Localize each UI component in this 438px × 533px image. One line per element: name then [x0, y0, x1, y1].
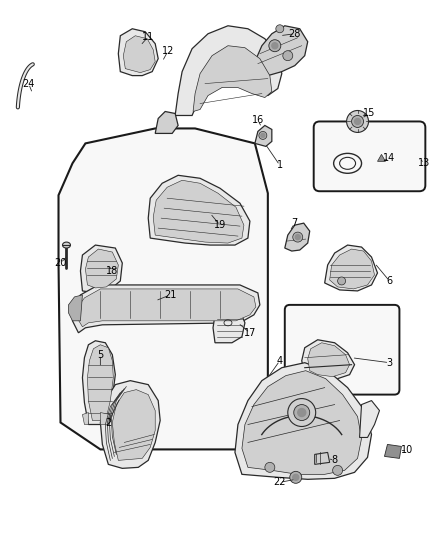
Polygon shape [302, 340, 355, 379]
Text: 28: 28 [289, 29, 301, 39]
Text: 10: 10 [401, 446, 413, 455]
Text: 6: 6 [386, 276, 392, 286]
Polygon shape [255, 125, 272, 147]
Text: 22: 22 [274, 478, 286, 487]
Text: 20: 20 [54, 258, 67, 268]
Circle shape [265, 462, 275, 472]
Polygon shape [213, 308, 245, 343]
Polygon shape [85, 249, 118, 288]
Circle shape [288, 399, 316, 426]
Text: 8: 8 [332, 455, 338, 465]
Text: 24: 24 [22, 78, 35, 88]
Text: 21: 21 [164, 290, 177, 300]
Circle shape [272, 43, 278, 49]
Polygon shape [88, 345, 113, 421]
Text: 16: 16 [252, 116, 264, 125]
Circle shape [332, 465, 343, 475]
Polygon shape [385, 445, 401, 458]
Circle shape [293, 232, 303, 242]
Polygon shape [118, 29, 158, 76]
Polygon shape [81, 245, 122, 293]
Ellipse shape [63, 242, 71, 248]
Polygon shape [148, 175, 250, 245]
Polygon shape [252, 26, 308, 78]
Polygon shape [124, 36, 155, 72]
Polygon shape [360, 401, 379, 438]
Circle shape [346, 110, 368, 132]
Circle shape [293, 474, 299, 480]
Circle shape [290, 471, 302, 483]
Polygon shape [77, 289, 256, 327]
Circle shape [295, 235, 300, 240]
Polygon shape [175, 26, 282, 116]
Polygon shape [308, 343, 350, 377]
Polygon shape [100, 413, 110, 424]
Polygon shape [314, 453, 330, 464]
Polygon shape [242, 370, 361, 474]
Polygon shape [82, 341, 115, 424]
Polygon shape [325, 245, 378, 291]
Text: 15: 15 [364, 109, 376, 118]
Text: 2: 2 [105, 417, 112, 427]
Polygon shape [112, 390, 155, 461]
Text: 11: 11 [142, 32, 154, 42]
Text: 1: 1 [277, 160, 283, 171]
Text: 12: 12 [162, 46, 174, 55]
Circle shape [261, 133, 265, 138]
Text: 3: 3 [386, 358, 392, 368]
Circle shape [294, 405, 310, 421]
Polygon shape [72, 285, 260, 333]
Polygon shape [193, 46, 272, 111]
Text: 13: 13 [418, 158, 431, 168]
Text: 18: 18 [106, 266, 118, 276]
Circle shape [355, 118, 360, 124]
Polygon shape [285, 223, 310, 251]
Polygon shape [378, 155, 385, 161]
Polygon shape [68, 295, 82, 321]
Polygon shape [59, 128, 268, 449]
Text: 7: 7 [292, 218, 298, 228]
Text: 4: 4 [277, 356, 283, 366]
Circle shape [338, 277, 346, 285]
FancyBboxPatch shape [285, 305, 399, 394]
Polygon shape [155, 111, 178, 133]
Circle shape [259, 132, 267, 140]
Polygon shape [153, 180, 244, 243]
Text: 5: 5 [97, 350, 103, 360]
Polygon shape [100, 381, 160, 469]
Polygon shape [235, 362, 371, 479]
FancyBboxPatch shape [314, 122, 425, 191]
Text: 17: 17 [244, 328, 256, 338]
Polygon shape [82, 413, 88, 424]
Circle shape [283, 51, 293, 61]
Circle shape [352, 116, 364, 127]
Polygon shape [330, 249, 374, 289]
Circle shape [276, 25, 284, 33]
Circle shape [298, 409, 306, 416]
Text: 19: 19 [214, 220, 226, 230]
Circle shape [269, 40, 281, 52]
Text: 14: 14 [383, 154, 396, 163]
